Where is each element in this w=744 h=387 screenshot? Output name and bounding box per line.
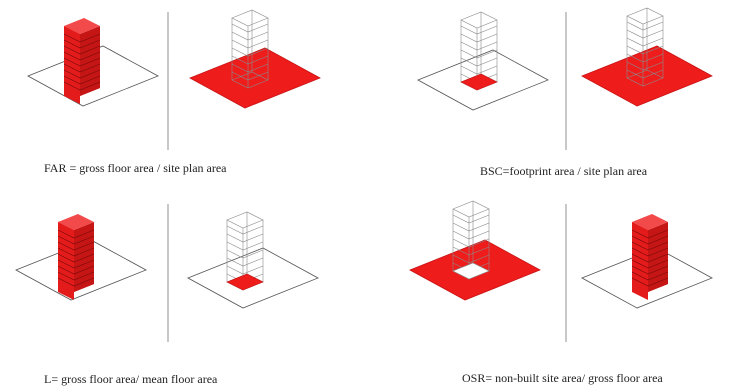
osr-group: OSR= non-built site area/ gross floor ar… [409,200,713,385]
far-site-area-red [189,47,321,109]
caption-far: FAR = gross floor area / site plan area [44,161,227,175]
l-tower [57,213,95,301]
l-group: L= gross floor area/ mean floor area [15,204,319,386]
far-tower [63,17,101,105]
caption-osr: OSR= non-built site area/ gross floor ar… [462,371,663,385]
caption-bsc: BSC=footprint area / site plan area [480,164,648,178]
caption-l: L= gross floor area/ mean floor area [44,372,218,386]
far-group: FAR = gross floor area / site plan area [27,9,321,175]
bsc-group: BSC=footprint area / site plan area [417,7,713,178]
osr-tower [631,213,669,301]
